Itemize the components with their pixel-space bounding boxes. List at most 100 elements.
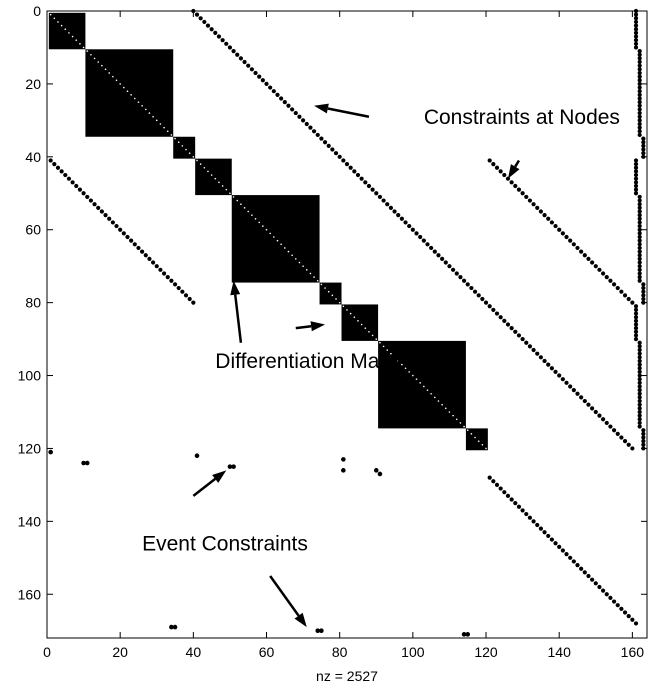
- nonzero-point: [271, 89, 276, 94]
- nonzero-point: [487, 158, 492, 163]
- dense-block-4: [195, 158, 232, 196]
- nonzero-point: [535, 522, 540, 528]
- block-diagonal-gap: [437, 400, 440, 402]
- nonzero-point: [637, 406, 642, 411]
- nonzero-point: [637, 96, 642, 101]
- nonzero-point: [637, 344, 642, 349]
- nonzero-point: [637, 409, 642, 415]
- dense-block-2: [85, 49, 174, 137]
- dense-block-9: [465, 428, 488, 451]
- block-diagonal-gap: [408, 371, 410, 373]
- block-diagonal-gap: [79, 43, 81, 45]
- nonzero-point: [560, 377, 565, 382]
- nonzero-point: [220, 38, 225, 43]
- nonzero-point: [527, 198, 533, 203]
- nonzero-point: [264, 81, 269, 87]
- diagonal-line-4: [487, 475, 639, 626]
- nonzero-point: [509, 180, 514, 185]
- nonzero-point: [568, 555, 573, 560]
- diagonal-line-2: [48, 158, 196, 305]
- block-diagonal-gap: [210, 174, 213, 176]
- nonzero-point: [637, 238, 642, 243]
- nonzero-point: [637, 380, 642, 385]
- nonzero-point: [575, 391, 580, 396]
- nonzero-point: [399, 216, 404, 221]
- x-tick-label: 100: [401, 644, 425, 660]
- nonzero-point: [641, 140, 646, 145]
- block-diagonal-gap: [170, 134, 173, 136]
- nonzero-point: [143, 253, 148, 258]
- nonzero-point: [633, 27, 639, 32]
- nonzero-point: [326, 143, 331, 148]
- nonzero-point: [637, 202, 642, 207]
- dense-blocks: [48, 12, 488, 451]
- block-diagonal-gap: [196, 159, 198, 162]
- nonzero-point: [633, 322, 639, 327]
- nonzero-point: [509, 497, 514, 502]
- block-diagonal-gap: [423, 385, 425, 388]
- nonzero-point: [48, 158, 53, 163]
- block-diagonal-gap: [419, 382, 421, 384]
- nonzero-point: [107, 216, 112, 221]
- nonzero-point: [586, 573, 591, 579]
- annotation-arrow-4: [295, 321, 326, 332]
- nonzero-point: [637, 377, 642, 382]
- block-diagonal-gap: [68, 32, 70, 34]
- nonzero-point: [154, 264, 159, 269]
- nonzero-point: [242, 59, 247, 65]
- nonzero-point: [637, 369, 642, 374]
- nonzero-point: [498, 169, 503, 174]
- nonzero-point: [450, 267, 456, 272]
- column-segment-9: [641, 428, 646, 451]
- arrow-head: [310, 321, 326, 332]
- nonzero-point: [542, 213, 547, 218]
- dense-block-5: [231, 195, 320, 283]
- block-diagonal-gap: [441, 403, 443, 406]
- nonzero-point: [604, 275, 609, 280]
- block-diagonal-gap: [192, 156, 195, 158]
- nonzero-point: [491, 479, 496, 484]
- nonzero-point: [74, 183, 79, 189]
- nonzero-point: [308, 125, 313, 130]
- block-diagonal-gap: [357, 320, 359, 322]
- nonzero-point: [322, 140, 328, 145]
- nonzero-point: [513, 329, 518, 334]
- event-point: [172, 624, 178, 630]
- block-diagonal-gap: [364, 327, 367, 329]
- block-diagonal-gap: [375, 338, 378, 340]
- block-diagonal-gap: [412, 374, 414, 377]
- nonzero-point: [557, 227, 562, 232]
- nonzero-point: [549, 366, 554, 371]
- nonzero-point: [637, 209, 642, 214]
- nonzero-point: [637, 121, 642, 127]
- nonzero-point: [637, 358, 642, 364]
- nonzero-point: [626, 296, 631, 302]
- nonzero-point: [194, 12, 200, 17]
- nonzero-point: [546, 533, 551, 539]
- event-point: [194, 453, 200, 459]
- block-diagonal-gap: [166, 130, 169, 133]
- nonzero-point: [257, 74, 262, 79]
- block-diagonal-gap: [485, 447, 487, 450]
- nonzero-point: [542, 358, 547, 364]
- nonzero-point: [637, 245, 642, 251]
- nonzero-point: [637, 85, 642, 90]
- nonzero-point: [535, 351, 540, 356]
- nonzero-point: [637, 89, 642, 94]
- x-tick-label: 80: [332, 644, 348, 660]
- nonzero-point: [216, 34, 222, 39]
- nonzero-point: [597, 584, 602, 590]
- nonzero-point: [392, 209, 397, 214]
- nonzero-point: [348, 165, 353, 170]
- nonzero-point: [483, 300, 489, 305]
- nonzero-point: [564, 234, 569, 240]
- dense-block-3: [173, 136, 196, 159]
- nonzero-point: [637, 420, 642, 426]
- block-diagonal-gap: [75, 39, 78, 41]
- block-diagonal-gap: [269, 232, 271, 235]
- isolated-points: [48, 449, 471, 637]
- nonzero-point: [549, 220, 554, 225]
- nonzero-point: [633, 158, 639, 163]
- nonzero-point: [502, 490, 507, 495]
- nonzero-point: [633, 169, 639, 174]
